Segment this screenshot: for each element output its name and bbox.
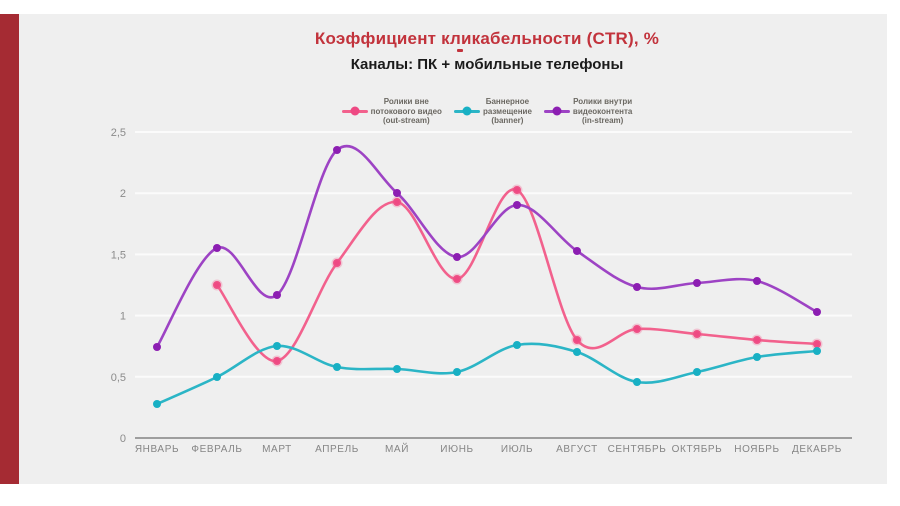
data-point: [153, 400, 161, 408]
data-point: [813, 308, 821, 316]
legend-dot-icon: [552, 106, 562, 116]
legend-marker-icon: [341, 106, 368, 116]
x-axis-label: МАРТ: [262, 444, 292, 455]
data-point: [751, 334, 763, 346]
data-point: [271, 355, 283, 367]
data-point: [691, 328, 703, 340]
data-point: [331, 257, 343, 269]
legend-label: Баннерное размещение (banner): [482, 97, 532, 125]
data-point: [813, 347, 821, 355]
data-point: [511, 184, 523, 196]
data-point: [391, 196, 403, 208]
x-axis-label: ФЕВРАЛЬ: [191, 444, 242, 455]
legend-item-2: Ролики внутри видеоконтента (in-stream): [543, 97, 633, 126]
data-point: [753, 277, 761, 285]
x-axis-label: АПРЕЛЬ: [315, 444, 359, 455]
y-axis-label: 0: [120, 433, 126, 445]
x-axis-label: МАЙ: [385, 442, 409, 455]
data-point: [631, 323, 643, 335]
data-point: [453, 368, 461, 376]
series-line-2: [155, 144, 819, 349]
x-axis-label: ИЮНЬ: [440, 444, 473, 455]
data-point: [573, 348, 581, 356]
data-point: [453, 253, 461, 261]
legend-item-0: Ролики вне потокового видео (out-stream): [341, 97, 442, 126]
accent-bar: [0, 14, 19, 484]
y-axis-label: 2: [120, 188, 126, 200]
legend-marker-icon: [453, 106, 480, 116]
data-point: [693, 279, 701, 287]
chart-subtitle: Каналы: ПК + мобильные телефоны: [350, 56, 624, 73]
legend-dot-icon: [350, 106, 360, 116]
data-point: [153, 343, 161, 351]
data-point: [211, 279, 223, 291]
chart-title: Коэффициент кликабельности (CTR), %: [314, 29, 660, 48]
data-point: [333, 146, 341, 154]
x-axis-label: ИЮЛЬ: [501, 444, 533, 455]
data-point: [213, 373, 221, 381]
legend-label: Ролики вне потокового видео (out-stream): [370, 97, 442, 125]
x-axis-label: ОКТЯБРЬ: [672, 444, 723, 455]
legend-marker-icon: [543, 106, 570, 116]
legend-label: Ролики внутри видеоконтента (in-stream): [572, 97, 633, 125]
data-point: [633, 378, 641, 386]
data-point: [633, 283, 641, 291]
data-point: [273, 291, 281, 299]
x-axis-label: АВГУСТ: [556, 444, 598, 455]
legend-item-1: Баннерное размещение (banner): [453, 97, 532, 126]
y-axis-label: 1: [120, 311, 126, 323]
x-axis-label: НОЯБРЬ: [734, 444, 779, 455]
data-point: [393, 365, 401, 373]
data-point: [573, 247, 581, 255]
x-axis-label: ДЕКАБРЬ: [792, 444, 842, 455]
data-point: [693, 368, 701, 376]
series-line-0: [215, 188, 819, 363]
legend-dot-icon: [462, 106, 472, 116]
title-underline-mark: [457, 49, 463, 52]
data-point: [451, 273, 463, 285]
data-point: [811, 338, 823, 350]
data-point: [273, 342, 281, 350]
data-point: [393, 189, 401, 197]
y-axis-label: 2,5: [111, 127, 126, 139]
data-point: [513, 201, 521, 209]
data-point: [753, 353, 761, 361]
y-axis-label: 0,5: [111, 372, 126, 384]
data-point: [571, 334, 583, 346]
data-point: [513, 341, 521, 349]
chart-legend: Ролики вне потокового видео (out-stream) Ба…: [0, 97, 900, 126]
x-axis-label: СЕНТЯБРЬ: [608, 444, 667, 455]
data-point: [333, 363, 341, 371]
y-axis-label: 1,5: [111, 249, 126, 261]
data-point: [213, 244, 221, 252]
x-axis-label: ЯНВАРЬ: [135, 444, 179, 455]
series-line-1: [155, 342, 819, 406]
